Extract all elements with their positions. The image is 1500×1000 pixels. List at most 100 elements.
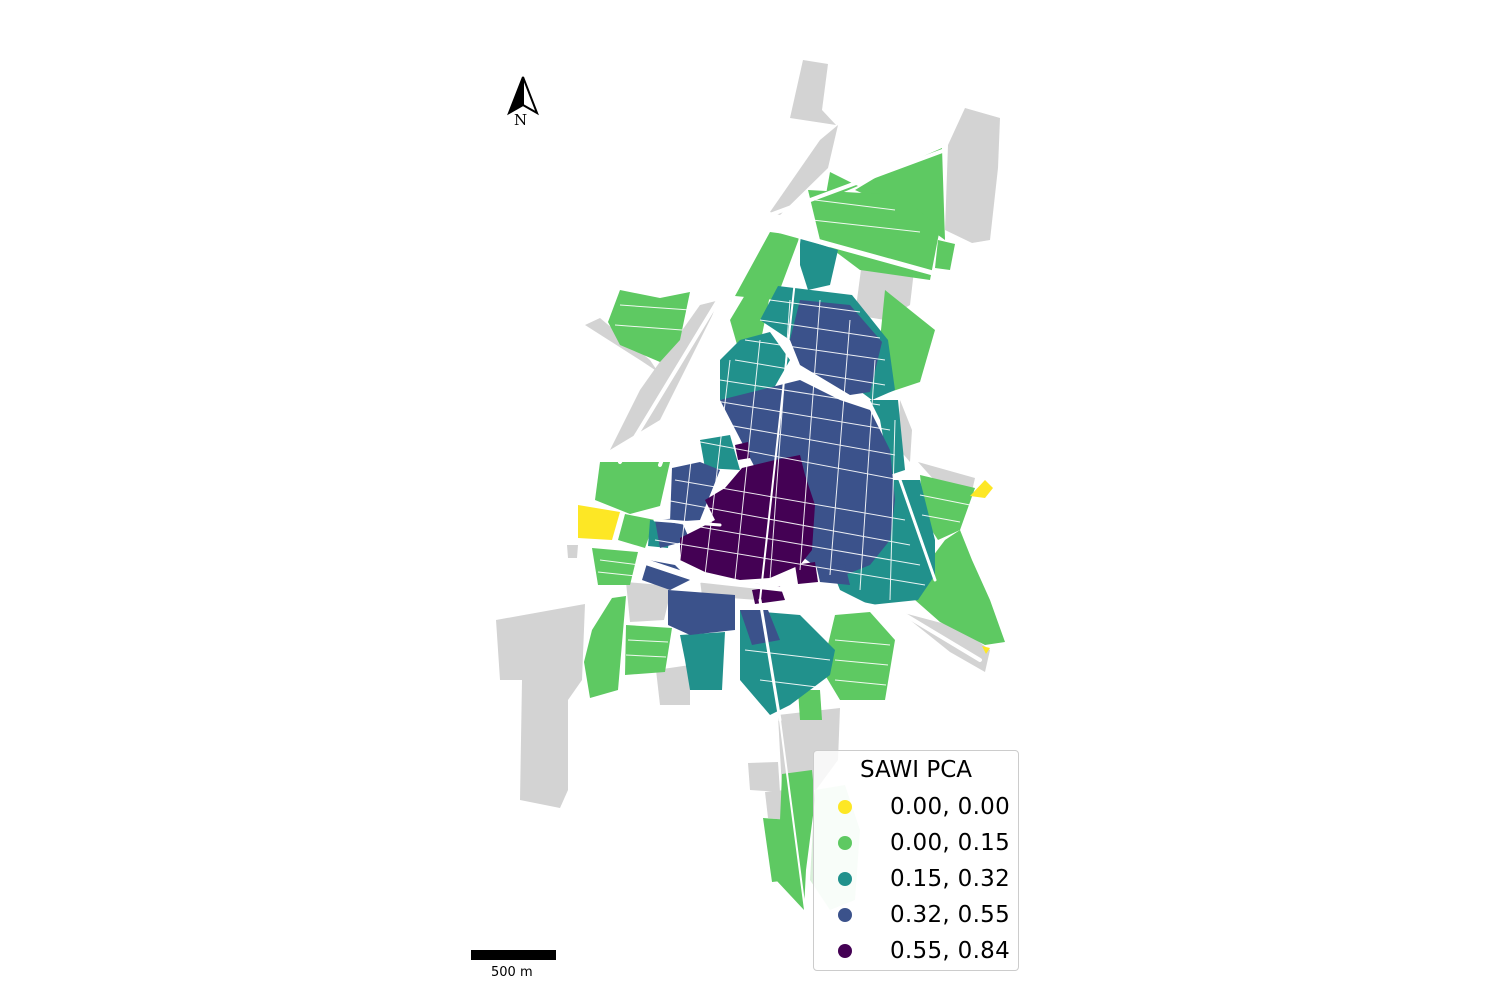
district-area bbox=[608, 290, 690, 362]
legend-item: 0.32, 0.55 bbox=[838, 900, 1010, 930]
district-area bbox=[592, 548, 638, 585]
block-line bbox=[744, 339, 886, 361]
legend-swatch bbox=[838, 872, 852, 886]
district-area bbox=[578, 505, 620, 540]
legend-swatch bbox=[838, 944, 852, 958]
district-area bbox=[595, 462, 670, 514]
district-area bbox=[668, 590, 735, 635]
road bbox=[697, 577, 793, 593]
block-line bbox=[654, 539, 926, 586]
legend-title: SAWI PCA bbox=[859, 757, 972, 783]
district-area bbox=[680, 632, 725, 690]
block-line bbox=[769, 299, 791, 581]
class-zero-areas bbox=[578, 480, 993, 654]
block-line bbox=[625, 654, 667, 658]
block-line bbox=[759, 319, 881, 339]
road bbox=[637, 557, 703, 583]
scale-bar bbox=[471, 950, 556, 960]
block-line bbox=[744, 649, 831, 661]
district-area bbox=[735, 232, 800, 300]
block-line bbox=[834, 679, 887, 686]
district-area bbox=[970, 480, 993, 498]
district-area bbox=[740, 610, 780, 645]
block-line bbox=[811, 219, 921, 233]
district-area bbox=[680, 455, 815, 580]
district-area bbox=[808, 190, 940, 280]
scale-bar-label: 500 m bbox=[491, 965, 533, 980]
block-line bbox=[699, 419, 896, 456]
legend-label: 0.00, 0.00 bbox=[890, 794, 1011, 820]
no-data-area bbox=[610, 300, 720, 450]
district-area bbox=[618, 514, 655, 548]
district-area bbox=[670, 462, 720, 522]
legend-item: 0.15, 0.32 bbox=[838, 864, 1010, 894]
road bbox=[767, 225, 943, 278]
block-line bbox=[921, 514, 961, 523]
district-area bbox=[763, 818, 790, 882]
block-line bbox=[627, 639, 669, 643]
block-line bbox=[689, 439, 901, 481]
block-line bbox=[619, 304, 691, 311]
legend-item: 0.55, 0.84 bbox=[838, 936, 1010, 966]
district-area bbox=[735, 442, 750, 460]
district-area bbox=[720, 380, 895, 575]
block-line bbox=[599, 559, 641, 566]
road bbox=[618, 213, 772, 464]
road-network bbox=[618, 148, 982, 911]
district-area bbox=[625, 625, 672, 675]
legend-label: 0.15, 0.32 bbox=[890, 866, 1011, 892]
district-area bbox=[822, 612, 895, 700]
legend-label: 0.00, 0.15 bbox=[890, 830, 1011, 856]
block-grid bbox=[597, 199, 971, 689]
no-data-area bbox=[770, 125, 838, 215]
legend-swatch bbox=[838, 908, 852, 922]
road bbox=[898, 610, 982, 662]
class-low-areas bbox=[584, 148, 1005, 910]
block-line bbox=[919, 494, 971, 506]
block-line bbox=[799, 299, 821, 571]
no-data-area bbox=[626, 582, 672, 622]
no-data-area bbox=[748, 762, 780, 792]
district-area bbox=[982, 646, 990, 654]
district-area bbox=[815, 560, 850, 585]
road bbox=[758, 598, 782, 722]
district-area bbox=[920, 475, 975, 540]
road bbox=[759, 234, 801, 601]
no-data-area bbox=[656, 665, 690, 705]
class-mid-high-areas bbox=[642, 300, 895, 645]
block-line bbox=[814, 199, 896, 211]
district-area bbox=[915, 530, 1005, 645]
road bbox=[898, 478, 937, 582]
legend: SAWI PCA 0.00, 0.00 0.00, 0.15 0.15, 0.3… bbox=[813, 750, 1019, 971]
block-line bbox=[719, 379, 881, 406]
block-line bbox=[597, 571, 637, 577]
district-area bbox=[878, 290, 935, 392]
road bbox=[658, 298, 722, 467]
legend-label: 0.32, 0.55 bbox=[890, 902, 1011, 928]
block-line bbox=[759, 679, 826, 689]
no-data-area bbox=[945, 108, 1000, 243]
legend-swatch bbox=[838, 800, 852, 814]
legend-item: 0.00, 0.15 bbox=[838, 828, 1010, 858]
block-line bbox=[769, 299, 861, 313]
no-data-area bbox=[790, 60, 836, 125]
legend-label: 0.55, 0.84 bbox=[890, 938, 1011, 964]
no-data-area bbox=[765, 790, 785, 820]
north-label: N bbox=[514, 111, 528, 129]
no-data-area bbox=[496, 604, 585, 808]
north-arrow-icon bbox=[507, 76, 539, 116]
no-data-area bbox=[567, 545, 578, 558]
road bbox=[768, 148, 947, 217]
legend-item: 0.00, 0.00 bbox=[838, 792, 1010, 822]
block-line bbox=[889, 419, 896, 601]
block-line bbox=[659, 519, 921, 566]
legend-swatch bbox=[838, 836, 852, 850]
district-area bbox=[795, 562, 818, 584]
block-line bbox=[664, 499, 911, 546]
district-area bbox=[584, 596, 626, 698]
block-line bbox=[859, 359, 876, 591]
road bbox=[779, 719, 806, 911]
district-area bbox=[790, 300, 882, 395]
block-line bbox=[614, 324, 683, 331]
